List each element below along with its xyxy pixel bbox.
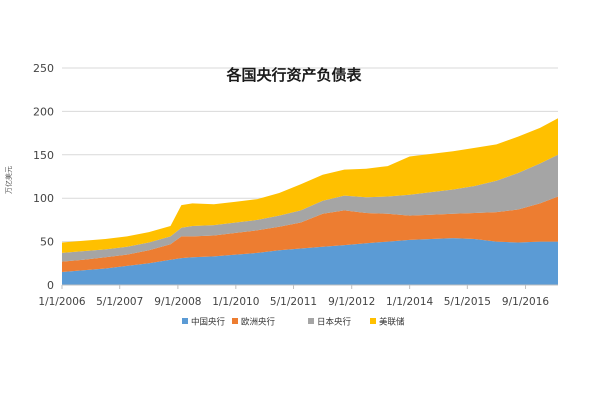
legend-label: 欧洲央行 (241, 317, 276, 328)
axes: 0 50 100 150 200 250 1/1/2006 5/1/2007 9/1/2008 1… (33, 62, 558, 308)
y-tick-label: 50 (40, 236, 54, 249)
area-series-group (62, 118, 558, 285)
legend-swatch (308, 318, 314, 324)
x-tick-label: 1/1/2006 (38, 296, 85, 308)
x-tick-label: 9/1/2012 (328, 296, 375, 308)
y-tick-label: 150 (33, 149, 54, 162)
x-tick-label: 5/1/2011 (270, 296, 317, 308)
area-series-1 (62, 238, 558, 285)
legend-swatch (232, 318, 238, 324)
y-tick-label: 100 (33, 192, 54, 205)
legend-label: 日本央行 (317, 317, 352, 328)
y-tick-label: 200 (33, 105, 54, 118)
x-tick-label: 9/1/2008 (154, 296, 201, 308)
legend-label: 美联储 (379, 317, 405, 328)
y-tick-label: 250 (33, 62, 54, 75)
chart-title: 各国央行资产负债表 (225, 66, 362, 84)
x-tick-label: 5/1/2015 (444, 296, 491, 308)
legend-swatch (182, 318, 188, 324)
y-tick-label: 0 (47, 279, 54, 292)
legend: 中国央行 欧洲央行 日本央行 美联储 (182, 317, 405, 328)
x-tick-label: 5/1/2007 (96, 296, 143, 308)
legend-label: 中国央行 (191, 317, 226, 328)
x-tick-label: 1/1/2014 (386, 296, 433, 308)
y-axis-label: 万亿美元 (4, 166, 13, 194)
x-tick-label: 9/1/2016 (502, 296, 549, 308)
area-series-3 (62, 154, 558, 262)
x-tick-label: 1/1/2010 (212, 296, 259, 308)
area-series-4 (62, 118, 558, 253)
legend-swatch (370, 318, 376, 324)
area-series-2 (62, 196, 558, 272)
